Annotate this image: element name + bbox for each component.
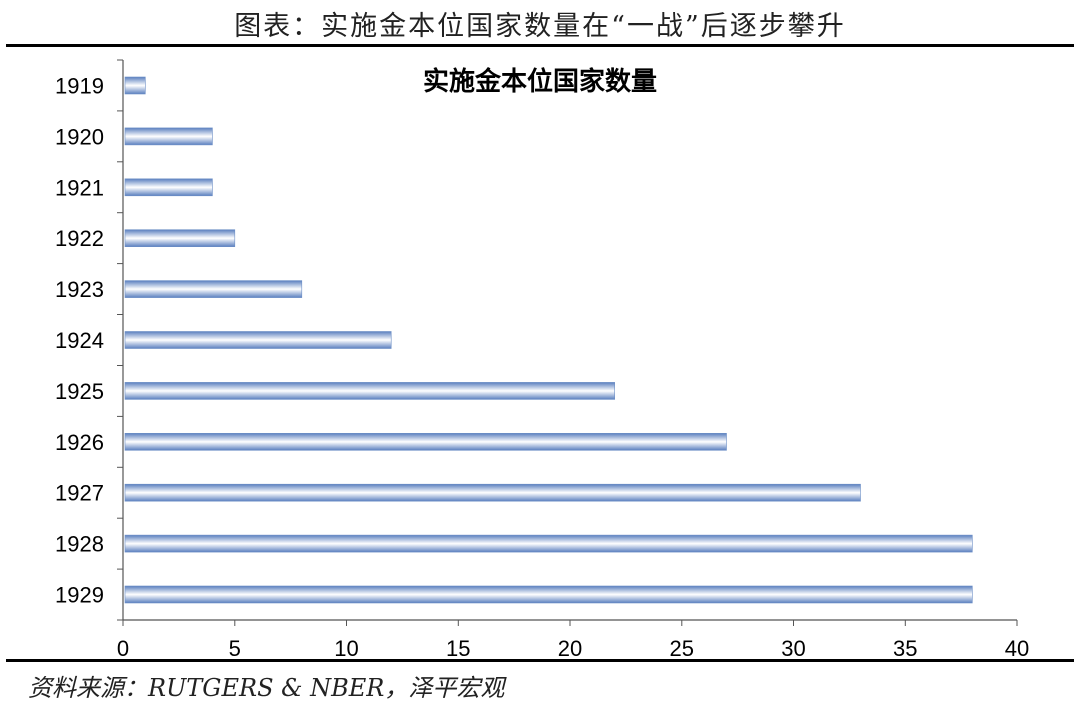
bar-1929 — [124, 585, 973, 604]
bar-1927 — [124, 483, 861, 502]
y-tick-label-1920: 1920 — [55, 124, 104, 149]
source-note: 资料来源：RUTGERS & NBER，泽平宏观 — [28, 674, 505, 702]
bar-1924 — [124, 331, 392, 349]
bar-1922 — [124, 229, 236, 247]
y-tick-label-1919: 1919 — [55, 74, 104, 99]
bar-1928 — [124, 534, 973, 553]
y-tick-label-1925: 1925 — [55, 379, 104, 404]
y-tick-label-1926: 1926 — [55, 430, 104, 455]
bar-1919 — [124, 76, 146, 95]
figure-caption: 图表：实施金本位国家数量在“一战”后逐步攀升 — [234, 11, 846, 42]
x-tick-label-35: 35 — [893, 636, 917, 661]
y-tick-label-1922: 1922 — [55, 226, 104, 251]
y-tick-label-1921: 1921 — [55, 175, 104, 200]
bottom-rule — [6, 659, 1074, 662]
y-tick-label-1923: 1923 — [55, 277, 104, 302]
x-tick-label-30: 30 — [781, 636, 805, 661]
top-rule — [6, 44, 1074, 47]
chart-title: 实施金本位国家数量 — [423, 66, 657, 97]
x-tick-label-0: 0 — [117, 636, 129, 661]
bar-1920 — [124, 127, 213, 146]
bar-1923 — [124, 280, 303, 298]
bar-1926 — [124, 432, 727, 451]
y-tick-label-1928: 1928 — [55, 532, 104, 557]
bar-1921 — [124, 178, 213, 197]
x-tick-label-20: 20 — [558, 636, 582, 661]
x-tick-label-25: 25 — [670, 636, 694, 661]
x-tick-label-40: 40 — [1005, 636, 1029, 661]
x-tick-label-5: 5 — [229, 636, 241, 661]
y-tick-label-1929: 1929 — [55, 583, 104, 608]
x-tick-label-10: 10 — [334, 636, 358, 661]
bar-1925 — [124, 382, 616, 400]
x-tick-label-15: 15 — [446, 636, 470, 661]
y-tick-label-1924: 1924 — [55, 328, 104, 353]
y-tick-label-1927: 1927 — [55, 481, 104, 506]
